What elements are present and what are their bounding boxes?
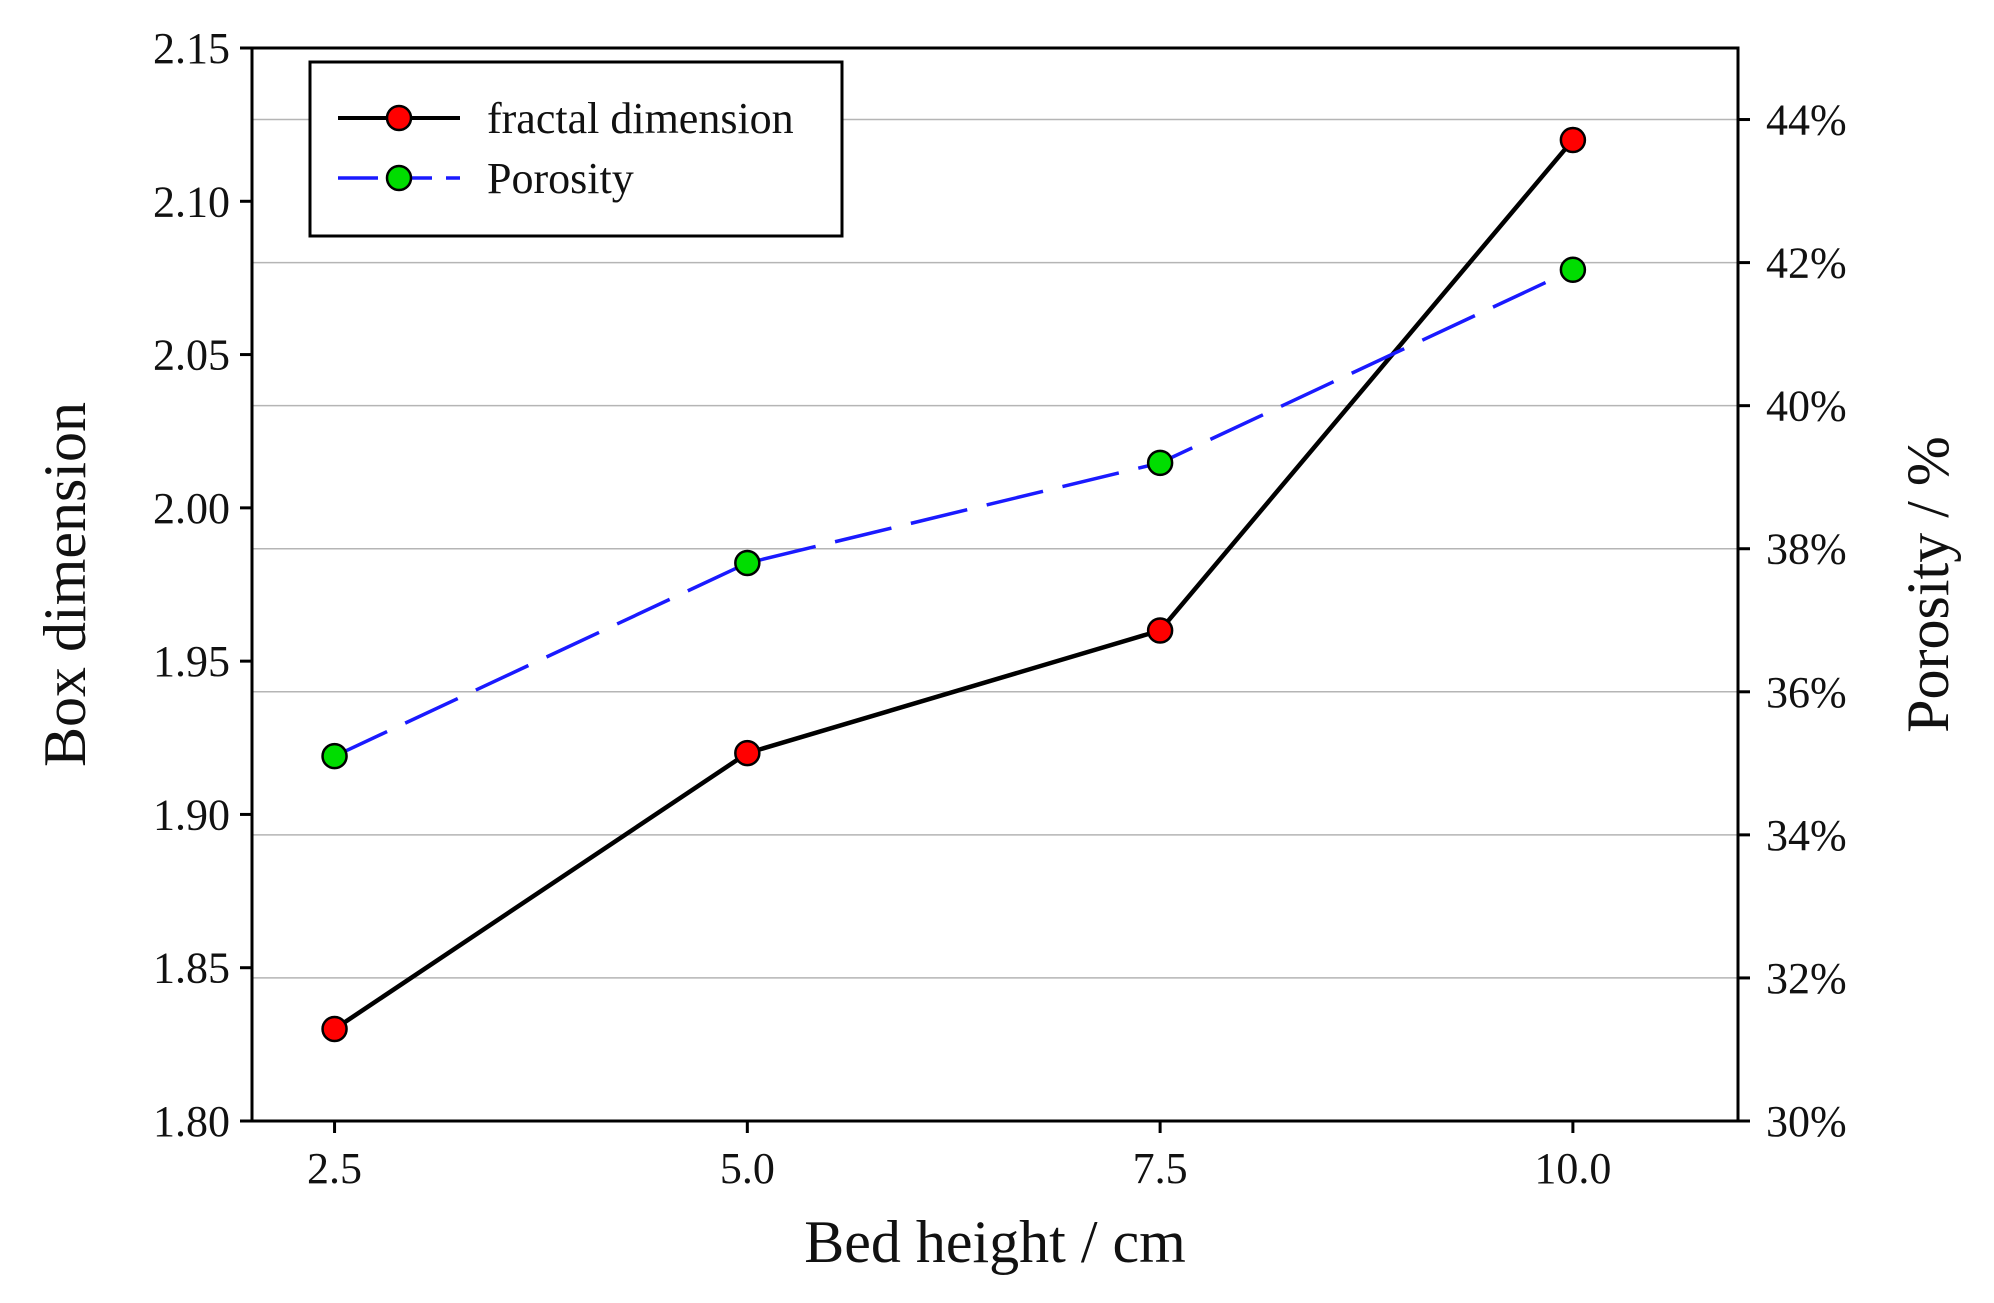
series-line-fractal-dimension: [333, 138, 1575, 1031]
y2-tick-label: 36%: [1766, 668, 1847, 717]
y2-tick-label: 30%: [1766, 1097, 1847, 1146]
y-tick-label: 2.00: [153, 484, 230, 533]
y-axis-title: Box dimension: [32, 402, 98, 767]
x-tick-label: 10.0: [1534, 1144, 1611, 1193]
data-point-fractal-dimension: [1559, 126, 1587, 154]
x-tick-label: 5.0: [720, 1144, 775, 1193]
legend-label-porosity: Porosity: [487, 154, 634, 203]
y2-tick-label: 40%: [1766, 382, 1847, 431]
y2-tick-label: 32%: [1766, 954, 1847, 1003]
data-point-fractal-dimension: [1146, 617, 1174, 644]
y2-axis-title: Porosity / %: [1895, 436, 1961, 733]
series-lines: [333, 138, 1575, 1031]
plot-frame: [250, 46, 1740, 1123]
y2-tick-label: 44%: [1766, 96, 1847, 145]
y-tick-label: 1.85: [153, 944, 230, 993]
axis-ticks: [240, 46, 1750, 1133]
x-tick-label: 2.5: [307, 1144, 362, 1193]
legend-box: [308, 60, 844, 238]
y-tick-label: 1.80: [153, 1097, 230, 1146]
legend-label-fractal-dimension: fractal dimension: [487, 94, 794, 143]
y2-tick-label: 38%: [1766, 525, 1847, 574]
x-tick-label: 7.5: [1133, 1144, 1188, 1193]
y-tick-label: 2.15: [153, 24, 230, 73]
x-axis-title: Bed height / cm: [804, 1209, 1186, 1275]
y-axis-tick-labels: 1.80 1.85 1.90 1.95 2.00 2.05 2.10 2.15: [153, 24, 230, 1146]
y2-tick-label: 34%: [1766, 811, 1847, 860]
data-point-porosity: [734, 549, 761, 577]
data-point-fractal-dimension: [321, 1015, 348, 1043]
y-tick-label: 2.05: [153, 331, 230, 380]
data-point-porosity: [321, 742, 348, 770]
series-markers: [321, 126, 1587, 1043]
data-point-fractal-dimension: [734, 739, 761, 767]
x-axis-tick-labels: 2.5 5.0 7.5 10.0: [307, 1144, 1611, 1193]
legend: fractal dimension Porosity: [308, 60, 844, 238]
y-tick-label: 1.95: [153, 637, 230, 686]
series-line-porosity: [333, 268, 1574, 758]
data-point-porosity: [1146, 449, 1174, 477]
y-tick-label: 1.90: [153, 790, 230, 839]
y-tick-label: 2.10: [153, 177, 230, 226]
data-point-porosity: [1559, 256, 1587, 284]
y2-axis-tick-labels: 30% 32% 34% 36% 38% 40% 42% 44%: [1766, 96, 1847, 1146]
legend-marker-porosity: [385, 164, 413, 192]
y2-tick-label: 42%: [1766, 239, 1847, 288]
legend-marker-fractal-dimension: [385, 104, 413, 132]
